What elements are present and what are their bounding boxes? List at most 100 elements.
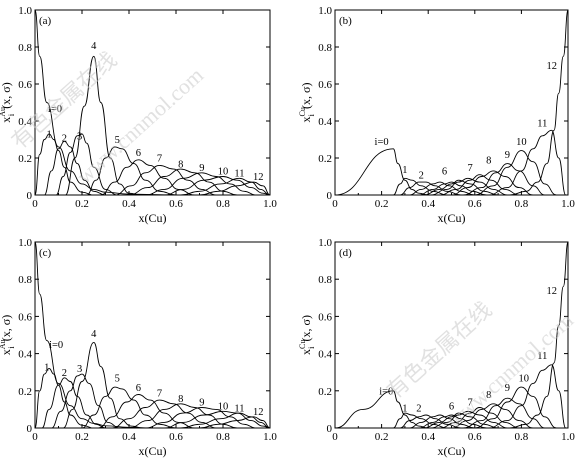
panel-label: (d) — [339, 247, 352, 259]
series-line-7 — [114, 164, 217, 196]
y-tick-label: 0 — [27, 190, 33, 202]
chart-panel-3: 0 0.2 0.4 0.6 0.8 1.0 0 0.2 0.4 0.6 0.8 1.0 x(Cu) xCu… — [298, 237, 575, 458]
curve-label: 7 — [468, 163, 473, 174]
series-line-12 — [509, 241, 569, 429]
panel-label: (b) — [339, 15, 352, 27]
curve-label: 2 — [416, 403, 421, 414]
y-tick-label: 0.2 — [18, 153, 32, 165]
curve-label: 7 — [157, 154, 162, 165]
curve-label: 11 — [537, 351, 547, 362]
series-line-3 — [51, 373, 120, 429]
x-tick-label: 0.4 — [122, 431, 136, 443]
series-line-2 — [41, 377, 106, 429]
series-line-7 — [439, 407, 520, 429]
series-line-11 — [488, 364, 567, 429]
series-line-3 — [409, 414, 475, 429]
curve-label: 2 — [62, 368, 67, 379]
y-tick-label: 0.6 — [18, 311, 32, 323]
curve-label: 12 — [546, 286, 557, 297]
curve-label: 6 — [442, 167, 447, 178]
y-tick-label: 0.4 — [18, 349, 32, 361]
y-tick-label: 0 — [27, 423, 33, 435]
curve-label: i=0 — [48, 104, 62, 115]
series-line-8 — [451, 170, 534, 196]
x-tick-label: 0.4 — [421, 198, 435, 210]
x-axis-label: x(Cu) — [438, 444, 466, 458]
panel-label: (a) — [39, 15, 52, 27]
curve-label: 4 — [91, 41, 97, 52]
series-line-i=0 — [334, 390, 429, 429]
x-tick-label: 1.0 — [561, 431, 575, 443]
x-tick-label: 0.6 — [468, 198, 482, 210]
y-tick-label: 0.4 — [318, 116, 332, 128]
curve-label: i=0 — [375, 137, 389, 148]
chart-panel-2: 0 0.2 0.4 0.6 0.8 1.0 0 0.2 0.4 0.6 0.8 1.0 x(Cu) xAu… — [0, 237, 277, 458]
series-line-10 — [164, 176, 271, 196]
x-tick-label: 0.6 — [169, 431, 183, 443]
series-line-10 — [474, 386, 557, 429]
curve-label: 1 — [402, 165, 407, 176]
x-tick-label: 0.8 — [515, 198, 529, 210]
x-tick-label: 0 — [32, 198, 38, 210]
y-axis-label: xAui(x, σ) — [0, 82, 16, 122]
series-line-11 — [180, 177, 271, 196]
series-line-5 — [81, 386, 177, 429]
series-line-5 — [423, 179, 499, 196]
curve-label: 8 — [486, 390, 491, 401]
y-tick-label: 0.2 — [318, 386, 332, 398]
curve-label: 1 — [44, 362, 49, 373]
curve-label: 10 — [218, 167, 229, 178]
series-line-6 — [98, 394, 195, 429]
x-axis-label: x(Cu) — [438, 211, 466, 225]
series-line-5 — [423, 412, 499, 429]
y-axis-label: xCui(x, σ) — [298, 82, 316, 122]
curve-label: 9 — [199, 398, 204, 409]
series-line-10 — [164, 410, 271, 429]
curve-label: 12 — [253, 407, 264, 418]
curve-label: 9 — [199, 163, 204, 174]
x-tick-label: 0.4 — [122, 198, 136, 210]
curve-label: 2 — [419, 170, 424, 181]
series-line-11 — [180, 412, 271, 429]
curve-label: 9 — [505, 150, 510, 161]
series-line-6 — [100, 159, 195, 196]
panel-label: (c) — [39, 247, 52, 259]
y-tick-label: 1.0 — [318, 5, 332, 17]
x-axis-label: x(Cu) — [139, 211, 167, 225]
plot-frame — [334, 9, 569, 196]
curve-label: 12 — [546, 61, 557, 72]
curve-label: 1 — [46, 130, 51, 141]
x-tick-label: 1.0 — [561, 198, 575, 210]
series-line-11 — [488, 129, 567, 196]
series-line-4 — [63, 341, 144, 429]
y-tick-label: 0.6 — [318, 311, 332, 323]
x-tick-label: 0.8 — [515, 431, 529, 443]
series-line-9 — [145, 407, 256, 429]
y-tick-label: 0.8 — [18, 274, 32, 286]
y-tick-label: 0.6 — [318, 79, 332, 91]
series-line-12 — [199, 181, 271, 196]
curve-label: 11 — [234, 403, 244, 414]
y-tick-label: 0.8 — [318, 274, 332, 286]
curve-label: 8 — [178, 394, 183, 405]
curve-label: 7 — [468, 398, 473, 409]
curve-label: i=0 — [49, 340, 63, 351]
curve-label: 3 — [77, 132, 82, 143]
chart-panel-1: 0 0.2 0.4 0.6 0.8 1.0 0 0.2 0.4 0.6 0.8 1.0 x(Cu) xCu… — [298, 5, 575, 225]
series-line-7 — [112, 399, 217, 429]
series-line-6 — [430, 410, 508, 429]
series-line-3 — [55, 133, 118, 196]
y-axis-label: xAui(x, σ) — [0, 315, 16, 355]
plot-frame — [34, 241, 271, 429]
x-tick-label: 0.8 — [216, 431, 230, 443]
curve-label: 11 — [234, 169, 244, 180]
series-line-3 — [409, 181, 475, 196]
x-tick-label: 0.8 — [216, 198, 230, 210]
curve-label: 1 — [402, 403, 407, 414]
series-line-12 — [199, 416, 271, 429]
series-line-1 — [34, 368, 94, 429]
x-tick-label: 0.2 — [375, 431, 389, 443]
x-tick-label: 0.2 — [375, 198, 389, 210]
curve-label: 6 — [449, 401, 454, 412]
series-line-8 — [451, 403, 534, 429]
